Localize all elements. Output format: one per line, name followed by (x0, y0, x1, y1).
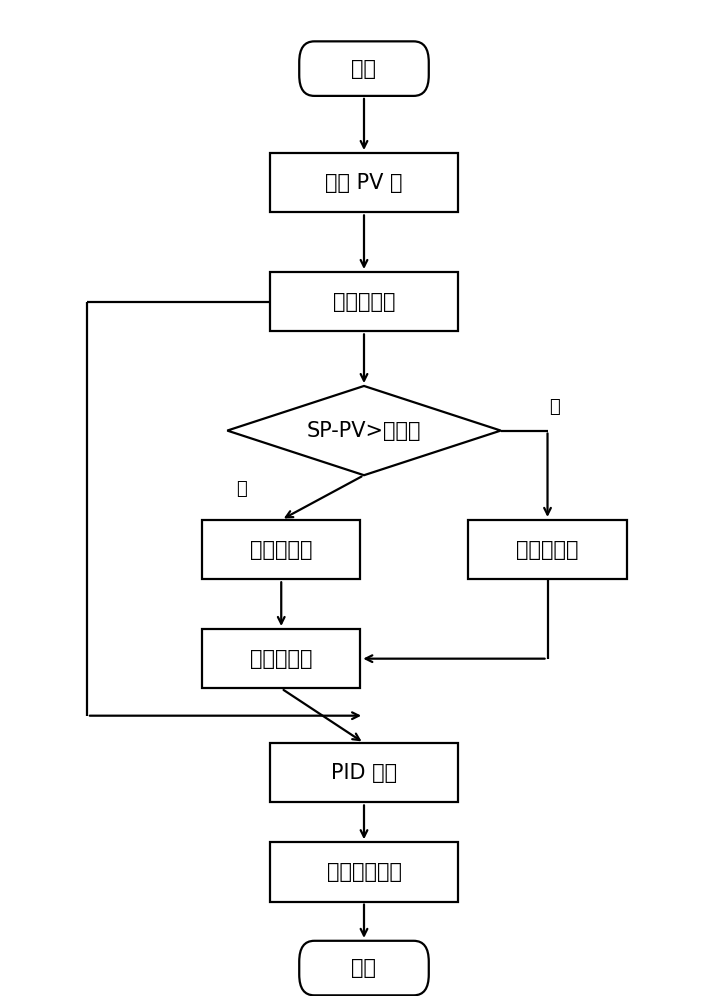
Text: 修改目标値: 修改目标値 (250, 649, 312, 669)
Text: SP-PV>防过冲: SP-PV>防过冲 (306, 421, 422, 441)
Text: 否: 否 (550, 398, 560, 416)
FancyBboxPatch shape (468, 520, 627, 579)
FancyBboxPatch shape (299, 941, 429, 995)
Text: 结束: 结束 (352, 958, 376, 978)
FancyBboxPatch shape (270, 272, 458, 331)
Text: 是: 是 (237, 480, 247, 498)
Text: 开始: 开始 (352, 59, 376, 79)
FancyBboxPatch shape (299, 41, 429, 96)
Polygon shape (227, 386, 501, 475)
Text: 调节输出功率: 调节输出功率 (326, 862, 402, 882)
Text: 加热方法一: 加热方法一 (250, 540, 312, 560)
FancyBboxPatch shape (270, 743, 458, 802)
FancyBboxPatch shape (270, 842, 458, 902)
Text: 加热方法二: 加热方法二 (516, 540, 579, 560)
Text: 读取 PV 値: 读取 PV 値 (325, 173, 403, 193)
Text: 数据预处理: 数据预处理 (333, 292, 395, 312)
FancyBboxPatch shape (270, 153, 458, 212)
FancyBboxPatch shape (202, 520, 360, 579)
FancyBboxPatch shape (202, 629, 360, 688)
Text: PID 运算: PID 运算 (331, 763, 397, 783)
